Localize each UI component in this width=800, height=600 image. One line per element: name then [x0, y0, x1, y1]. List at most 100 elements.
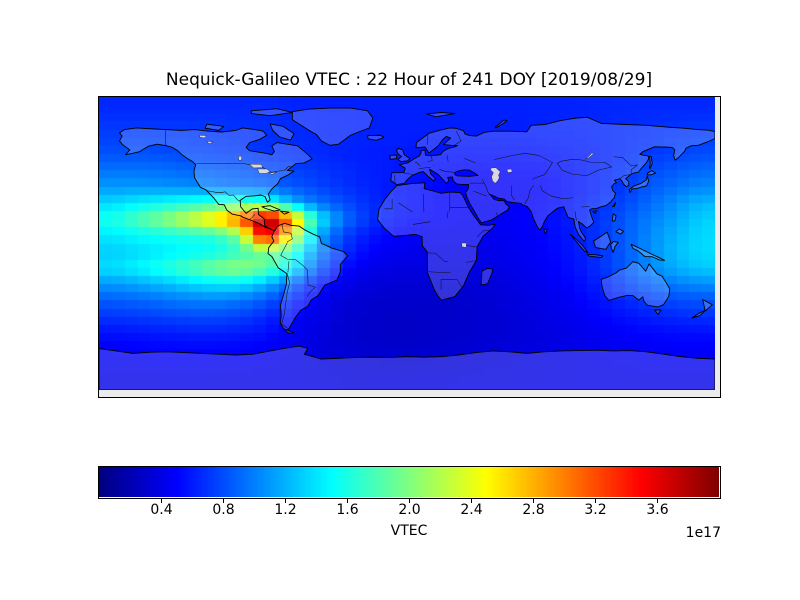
- colorbar-tick: [408, 499, 411, 503]
- coastline-polygon: [205, 124, 224, 130]
- lake-polygon: [507, 169, 512, 173]
- coastline-polygon: [594, 232, 611, 249]
- lake-polygon: [207, 141, 214, 143]
- coastline-polygon: [270, 124, 294, 140]
- coastline-polygon: [601, 262, 670, 307]
- country-border-line: [264, 226, 266, 228]
- country-border-line: [385, 199, 392, 209]
- figure-title: Nequick-Galileo VTEC : 22 Hour of 241 DO…: [165, 70, 653, 90]
- coastline-polygon: [629, 176, 649, 192]
- country-border-line: [464, 158, 475, 162]
- lake-polygon: [491, 168, 501, 183]
- coastline-polygon: [593, 211, 597, 214]
- coastline-polygon: [616, 229, 624, 234]
- colorbar-tick: [594, 499, 597, 503]
- country-border-line: [440, 169, 455, 172]
- country-border-line: [614, 157, 637, 175]
- colorbar-tick-label: 3.2: [584, 502, 607, 518]
- lake-polygon: [585, 153, 594, 159]
- country-border-line: [582, 206, 590, 207]
- colorbar: [98, 466, 721, 499]
- coastline-polygon: [120, 128, 313, 231]
- coastline-polygon: [481, 268, 493, 285]
- country-border-line: [620, 175, 631, 179]
- country-border-line: [465, 245, 477, 247]
- colorbar-tick: [160, 499, 163, 503]
- colorbar-offset-text: 1e17: [685, 525, 721, 541]
- coastline-polygon: [703, 299, 713, 311]
- country-border-line: [288, 261, 289, 272]
- colorbar-tick-label: 2.8: [522, 502, 545, 518]
- country-border-line: [496, 213, 498, 217]
- country-border-line: [413, 222, 430, 225]
- colorbar-tick-label: 1.2: [274, 502, 297, 518]
- colorbar-tick: [222, 499, 225, 503]
- country-border-line: [466, 261, 476, 263]
- coastline-polygon: [647, 171, 656, 175]
- country-border-line: [249, 215, 254, 220]
- country-border-line: [540, 186, 573, 199]
- coastline-polygon: [391, 117, 715, 241]
- coastline-polygon: [587, 255, 603, 258]
- lake-polygon: [258, 169, 270, 174]
- coastline-polygon: [613, 202, 616, 206]
- colorbar-tick-label: 1.6: [336, 502, 359, 518]
- country-border-line: [482, 179, 489, 193]
- country-border-line: [423, 194, 424, 212]
- colorbar-tick-label: 0.8: [212, 502, 235, 518]
- country-border-line: [474, 191, 487, 196]
- lake-polygon: [238, 156, 241, 161]
- colorbar-tick-label: 3.6: [646, 502, 669, 518]
- coastline-polygon: [611, 242, 619, 253]
- country-border-line: [494, 153, 552, 162]
- colorbar-tick-label: 0.4: [150, 502, 173, 518]
- country-border-line: [399, 203, 413, 212]
- colorbar-tick: [284, 499, 287, 503]
- coastline-polygon: [396, 148, 410, 161]
- coastline-polygon: [612, 214, 616, 221]
- lake-polygon: [250, 164, 263, 168]
- country-border-line: [533, 162, 553, 179]
- country-border-line: [447, 156, 448, 162]
- coastline-polygon: [262, 206, 280, 211]
- coastline-polygon: [368, 135, 384, 140]
- colorbar-tick: [532, 499, 535, 503]
- country-border-line: [455, 131, 462, 145]
- country-border-line: [275, 230, 276, 231]
- colorbar-gradient: [99, 467, 719, 497]
- colorbar-label: VTEC: [390, 523, 428, 539]
- country-border-line: [511, 186, 514, 201]
- coastline-polygon: [292, 108, 372, 145]
- country-border-line: [415, 162, 420, 166]
- coastline-polygon: [649, 156, 652, 168]
- world-map-overlay: [99, 97, 715, 390]
- country-border-line: [282, 225, 292, 242]
- country-border-line: [557, 159, 612, 176]
- coastline-polygon: [570, 234, 588, 253]
- colorbar-tick-label: 2.4: [460, 502, 483, 518]
- coastline-polygon: [251, 109, 292, 116]
- lake-polygon: [462, 243, 467, 248]
- colorbar-tick: [470, 499, 473, 503]
- colorbar-tick: [346, 499, 349, 503]
- coastline-polygon: [655, 310, 661, 315]
- country-border-line: [477, 230, 489, 237]
- country-border-line: [428, 156, 433, 162]
- coastline-polygon: [390, 155, 397, 159]
- country-border-line: [281, 243, 316, 297]
- coastline-polygon: [544, 229, 548, 234]
- coastline-polygon: [495, 120, 507, 128]
- country-border-line: [447, 212, 448, 218]
- lake-polygon: [269, 172, 277, 174]
- colorbar-tick: [656, 499, 659, 503]
- coastline-polygon: [427, 112, 455, 116]
- country-border-line: [207, 191, 241, 202]
- country-border-line: [428, 253, 448, 261]
- lake-polygon: [200, 135, 207, 138]
- vtec-heatmap: [99, 97, 715, 390]
- coastline-polygon: [281, 211, 289, 214]
- coastline-polygon: [631, 244, 664, 260]
- country-border-line: [427, 272, 450, 273]
- map-frame: [98, 96, 721, 398]
